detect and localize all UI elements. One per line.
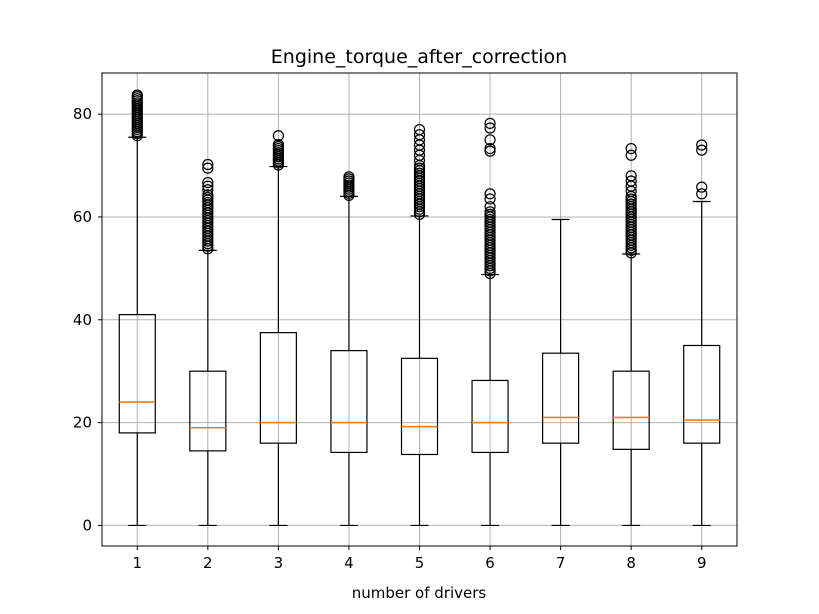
outlier-point <box>625 198 637 210</box>
outlier-point <box>625 175 637 187</box>
iqr-box <box>683 344 721 444</box>
outlier-point <box>272 138 284 151</box>
x-tick-label: 5 <box>415 554 425 572</box>
outlier-point <box>202 162 214 174</box>
box-group-8 <box>612 142 650 527</box>
box-group-5 <box>400 123 439 527</box>
outlier-point <box>413 123 426 136</box>
y-tick-label: 60 <box>73 208 92 226</box>
outlier-point <box>343 171 355 183</box>
iqr-box <box>189 370 227 452</box>
outlier-point <box>484 145 496 157</box>
x-tick-label: 4 <box>344 554 354 572</box>
outlier-point <box>484 201 496 213</box>
outlier-point <box>696 139 708 151</box>
x-tick-label: 1 <box>133 554 143 572</box>
outlier-point <box>625 142 637 155</box>
iqr-box <box>118 314 156 434</box>
box-layer <box>118 89 721 527</box>
outlier-point <box>202 176 214 189</box>
outlier-point <box>202 158 214 171</box>
box-group-6 <box>471 117 509 527</box>
outlier-point <box>131 89 143 101</box>
outlier-point <box>484 213 496 226</box>
outlier-point <box>625 170 637 182</box>
outlier-point <box>484 208 496 220</box>
axis-layer: 0 20 40 60 80 1 2 3 4 5 6 7 8 9 <box>73 105 707 572</box>
iqr-box <box>259 332 297 444</box>
iqr-box <box>542 352 580 444</box>
outlier-point <box>696 181 708 193</box>
box-group-3 <box>259 130 297 527</box>
outlier-point <box>625 193 637 205</box>
outlier-point <box>484 117 496 129</box>
iqr-box <box>612 370 650 450</box>
outlier-point <box>202 189 214 201</box>
outlier-point <box>413 167 426 179</box>
outlier-point <box>272 130 284 142</box>
x-axis-label: number of drivers <box>352 584 487 602</box>
outlier-point <box>484 134 496 146</box>
outlier-point <box>202 196 214 209</box>
x-tick-label: 2 <box>203 554 213 572</box>
box-group-7 <box>542 218 580 527</box>
box-group-1 <box>118 89 156 527</box>
outlier-point <box>484 142 496 155</box>
x-tick-label: 6 <box>485 554 495 572</box>
box-group-4 <box>330 171 368 527</box>
outlier-point <box>484 188 496 200</box>
outlier-point <box>202 184 214 196</box>
outlier-point <box>625 149 637 161</box>
x-tick-label: 9 <box>697 554 707 572</box>
y-tick-label: 40 <box>73 311 92 329</box>
outlier-point <box>696 188 708 200</box>
outlier-point <box>696 144 708 156</box>
y-tick-label: 20 <box>73 414 92 432</box>
x-tick-label: 8 <box>626 554 636 572</box>
outlier-point <box>484 206 496 218</box>
outlier-point <box>202 180 214 192</box>
box-group-2 <box>189 158 227 527</box>
iqr-box <box>400 357 439 456</box>
y-tick-label: 0 <box>82 516 92 534</box>
x-tick-label: 3 <box>274 554 284 572</box>
outlier-point <box>484 193 496 205</box>
chart-title: Engine_torque_after_correction <box>271 46 567 68</box>
outlier-point <box>413 129 426 141</box>
y-tick-label: 80 <box>73 105 92 123</box>
outlier-point <box>202 191 214 204</box>
outlier-point <box>413 162 426 174</box>
iqr-box <box>471 379 509 454</box>
box-group-9 <box>683 139 721 527</box>
iqr-box <box>330 350 368 454</box>
x-tick-label: 7 <box>556 554 566 572</box>
outlier-point <box>484 122 496 134</box>
